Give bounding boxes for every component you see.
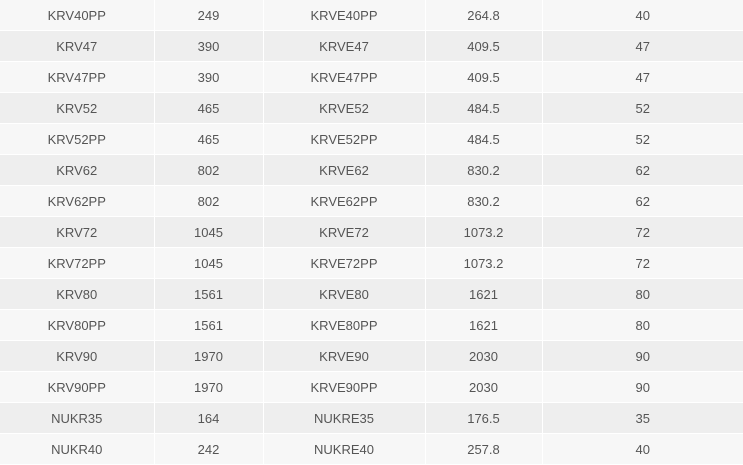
table-row: KRV62 802 KRVE62 830.2 62 <box>0 154 743 186</box>
model-cell: NUKR35 <box>0 402 155 434</box>
table-row: KRV52 465 KRVE52 484.5 52 <box>0 92 743 124</box>
alt-model-cell: KRVE80 <box>263 278 426 310</box>
value-cell: 1045 <box>154 247 264 279</box>
size-cell: 72 <box>542 247 743 279</box>
size-cell: 47 <box>542 30 743 62</box>
value-cell: 1970 <box>154 340 264 372</box>
alt-model-cell: NUKRE40 <box>263 433 426 465</box>
alt-model-cell: KRVE90 <box>263 340 426 372</box>
alt-value-cell: 409.5 <box>425 61 543 93</box>
alt-value-cell: 176.5 <box>425 402 543 434</box>
model-cell: KRV47 <box>0 30 155 62</box>
size-cell: 52 <box>542 123 743 155</box>
value-cell: 1561 <box>154 278 264 310</box>
size-cell: 62 <box>542 185 743 217</box>
alt-model-cell: KRVE72 <box>263 216 426 248</box>
table-row: KRV90 1970 KRVE90 2030 90 <box>0 340 743 372</box>
value-cell: 1045 <box>154 216 264 248</box>
model-cell: KRV52PP <box>0 123 155 155</box>
model-cell: KRV62PP <box>0 185 155 217</box>
value-cell: 802 <box>154 154 264 186</box>
value-cell: 1970 <box>154 371 264 403</box>
table-row: KRV40PP 249 KRVE40PP 264.8 40 <box>0 0 743 31</box>
table-row: KRV62PP 802 KRVE62PP 830.2 62 <box>0 185 743 217</box>
alt-value-cell: 484.5 <box>425 92 543 124</box>
alt-value-cell: 409.5 <box>425 30 543 62</box>
alt-model-cell: KRVE52 <box>263 92 426 124</box>
alt-value-cell: 1621 <box>425 278 543 310</box>
alt-value-cell: 830.2 <box>425 185 543 217</box>
table-row: KRV47 390 KRVE47 409.5 47 <box>0 30 743 62</box>
alt-value-cell: 1073.2 <box>425 247 543 279</box>
table-row: KRV52PP 465 KRVE52PP 484.5 52 <box>0 123 743 155</box>
table-row: KRV72PP 1045 KRVE72PP 1073.2 72 <box>0 247 743 279</box>
value-cell: 465 <box>154 92 264 124</box>
value-cell: 465 <box>154 123 264 155</box>
model-cell: KRV80PP <box>0 309 155 341</box>
size-cell: 47 <box>542 61 743 93</box>
value-cell: 164 <box>154 402 264 434</box>
table-row: KRV47PP 390 KRVE47PP 409.5 47 <box>0 61 743 93</box>
alt-value-cell: 2030 <box>425 340 543 372</box>
model-cell: KRV72 <box>0 216 155 248</box>
alt-value-cell: 264.8 <box>425 0 543 31</box>
model-cell: KRV52 <box>0 92 155 124</box>
value-cell: 390 <box>154 61 264 93</box>
alt-model-cell: KRVE52PP <box>263 123 426 155</box>
model-cell: KRV40PP <box>0 0 155 31</box>
alt-model-cell: KRVE90PP <box>263 371 426 403</box>
model-cell: KRV80 <box>0 278 155 310</box>
table-row: NUKR40 242 NUKRE40 257.8 40 <box>0 433 743 465</box>
model-cell: NUKR40 <box>0 433 155 465</box>
size-cell: 80 <box>542 309 743 341</box>
alt-value-cell: 484.5 <box>425 123 543 155</box>
value-cell: 390 <box>154 30 264 62</box>
alt-value-cell: 1073.2 <box>425 216 543 248</box>
size-cell: 72 <box>542 216 743 248</box>
table-row: KRV72 1045 KRVE72 1073.2 72 <box>0 216 743 248</box>
model-cell: KRV90 <box>0 340 155 372</box>
alt-model-cell: NUKRE35 <box>263 402 426 434</box>
table-row: KRV80PP 1561 KRVE80PP 1621 80 <box>0 309 743 341</box>
alt-model-cell: KRVE62 <box>263 154 426 186</box>
value-cell: 802 <box>154 185 264 217</box>
alt-model-cell: KRVE47PP <box>263 61 426 93</box>
alt-model-cell: KRVE47 <box>263 30 426 62</box>
alt-value-cell: 830.2 <box>425 154 543 186</box>
alt-model-cell: KRVE72PP <box>263 247 426 279</box>
table-row: KRV80 1561 KRVE80 1621 80 <box>0 278 743 310</box>
size-cell: 52 <box>542 92 743 124</box>
size-cell: 90 <box>542 340 743 372</box>
model-cell: KRV72PP <box>0 247 155 279</box>
size-cell: 62 <box>542 154 743 186</box>
size-cell: 80 <box>542 278 743 310</box>
alt-value-cell: 1621 <box>425 309 543 341</box>
table-row: NUKR35 164 NUKRE35 176.5 35 <box>0 402 743 434</box>
alt-model-cell: KRVE62PP <box>263 185 426 217</box>
table-row: KRV90PP 1970 KRVE90PP 2030 90 <box>0 371 743 403</box>
size-cell: 35 <box>542 402 743 434</box>
value-cell: 242 <box>154 433 264 465</box>
size-cell: 90 <box>542 371 743 403</box>
value-cell: 1561 <box>154 309 264 341</box>
alt-value-cell: 2030 <box>425 371 543 403</box>
size-cell: 40 <box>542 433 743 465</box>
alt-value-cell: 257.8 <box>425 433 543 465</box>
alt-model-cell: KRVE80PP <box>263 309 426 341</box>
alt-model-cell: KRVE40PP <box>263 0 426 31</box>
model-cell: KRV90PP <box>0 371 155 403</box>
value-cell: 249 <box>154 0 264 31</box>
model-cell: KRV62 <box>0 154 155 186</box>
size-cell: 40 <box>542 0 743 31</box>
model-cell: KRV47PP <box>0 61 155 93</box>
